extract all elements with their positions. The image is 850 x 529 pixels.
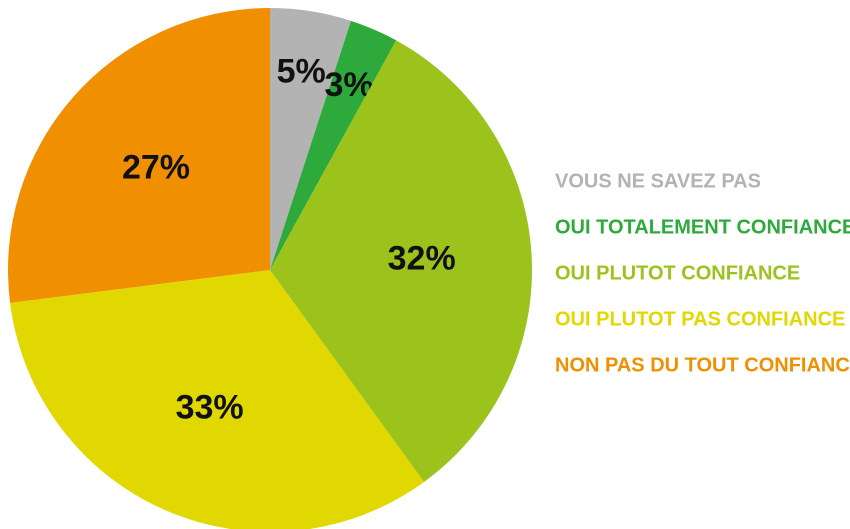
legend-label: OUI PLUTOT PAS CONFIANCE [555, 308, 845, 330]
legend-label: NON PAS DU TOUT CONFIANCE [555, 354, 850, 376]
value-label: 33% [176, 388, 244, 426]
value-label: 5% [277, 52, 326, 90]
legend-label: OUI TOTALEMENT CONFIANCE [555, 216, 850, 238]
legend-label: OUI PLUTOT CONFIANCE [555, 262, 800, 284]
value-label: 27% [122, 148, 190, 186]
value-label: 32% [388, 239, 456, 277]
pie-slice [270, 40, 532, 482]
pie-slice [270, 8, 351, 270]
pie-slice [270, 20, 397, 270]
pie-slice [7, 8, 270, 303]
legend-label: VOUS NE SAVEZ PAS [555, 170, 761, 192]
pie-slice [10, 270, 424, 529]
